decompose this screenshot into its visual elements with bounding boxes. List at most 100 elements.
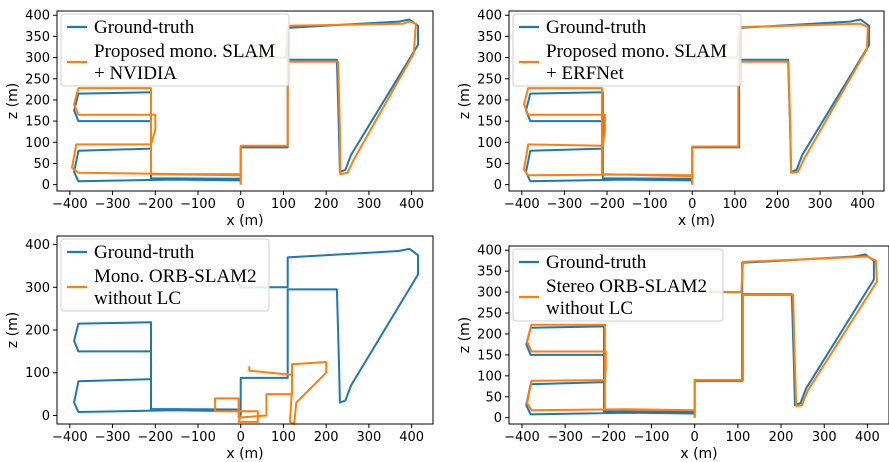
x-tick-label: 400 [399, 197, 424, 212]
legend-estimate-label: Mono. ORB-SLAM2 [94, 266, 257, 287]
x-tick-label: 400 [850, 197, 875, 212]
y-axis-label: z (m) [5, 312, 21, 348]
y-tick-label: 0 [42, 178, 50, 193]
y-tick-label: 150 [25, 115, 50, 130]
y-tick-label: 250 [477, 72, 502, 87]
y-tick-label: 400 [25, 238, 50, 253]
y-tick-label: 200 [25, 93, 50, 108]
y-tick-label: 300 [477, 51, 502, 66]
y-tick-label: 200 [477, 93, 502, 108]
y-tick-label: 0 [494, 411, 502, 426]
legend-box [512, 13, 742, 87]
x-tick-label: 100 [722, 197, 747, 212]
x-tick-label: 0 [237, 197, 245, 212]
y-tick-label: 100 [477, 136, 502, 151]
legend-ground-truth-label: Ground-truth [546, 17, 647, 38]
axes-frame [56, 10, 434, 192]
legend-box [512, 248, 724, 322]
y-axis-label: z (m) [457, 83, 473, 119]
x-tick-label: 200 [769, 430, 794, 445]
x-axis-label: x (m) [226, 446, 263, 462]
x-tick-label: 0 [688, 197, 696, 212]
x-axis-label: x (m) [678, 213, 715, 229]
estimate-line [214, 361, 328, 425]
x-tick-label: −200 [589, 197, 625, 212]
y-tick-label: 50 [485, 390, 502, 405]
x-axis-label: x (m) [226, 213, 263, 229]
legend-ground-truth-label: Ground-truth [546, 252, 647, 273]
ground-truth-line [73, 247, 419, 416]
x-tick-label: 200 [314, 197, 339, 212]
y-tick-label: 300 [477, 286, 502, 301]
y-tick-label: 300 [25, 281, 50, 296]
x-tick-label: −200 [137, 197, 173, 212]
x-tick-label: −300 [547, 197, 583, 212]
y-tick-label: 350 [25, 30, 50, 45]
x-tick-label: 400 [399, 430, 424, 445]
x-tick-label: −300 [95, 430, 131, 445]
y-axis-label: z (m) [5, 83, 21, 119]
legend-estimate-label-line2: without LC [546, 298, 633, 319]
chart-panel-top-left: −400 −300 −200 −100 0 100 200 300 400 0 50 100 150 20… [5, 9, 434, 229]
x-tick-label: −400 [504, 430, 540, 445]
chart-panel-bottom-left: −400 −300 −200 −100 0 100 200 300 400 0 100 200 300 4… [5, 235, 434, 462]
y-tick-label: 150 [477, 115, 502, 130]
y-tick-label: 0 [42, 409, 50, 424]
x-tick-label: 0 [237, 430, 245, 445]
x-tick-label: −100 [180, 430, 216, 445]
legend-estimate-label-line2: without LC [94, 288, 181, 309]
chart-panel-top-right: −400 −300 −200 −100 0 100 200 300 400 0 50 100 150 20… [457, 9, 885, 229]
y-tick-label: 100 [25, 366, 50, 381]
x-tick-label: 300 [812, 430, 837, 445]
x-tick-label: 0 [691, 430, 699, 445]
axes-frame [508, 245, 889, 425]
chart-panel-bottom-right: −400 −300 −200 −100 0 100 200 300 400 0 50 100 150 20… [457, 244, 889, 462]
y-tick-label: 100 [25, 136, 50, 151]
y-tick-label: 400 [477, 9, 502, 24]
y-tick-label: 250 [477, 307, 502, 322]
x-tick-label: 100 [271, 197, 296, 212]
y-tick-label: 300 [25, 51, 50, 66]
legend-ground-truth-label: Ground-truth [94, 17, 195, 38]
legend-estimate-label-line2: + ERFNet [546, 63, 624, 84]
y-tick-label: 350 [477, 30, 502, 45]
y-tick-label: 150 [477, 348, 502, 363]
x-tick-label: −100 [634, 430, 670, 445]
x-tick-label: 100 [725, 430, 750, 445]
x-tick-label: −400 [504, 197, 540, 212]
y-tick-label: 350 [477, 265, 502, 280]
y-tick-label: 50 [33, 157, 50, 172]
estimate-line [526, 255, 878, 418]
x-tick-label: 300 [356, 197, 381, 212]
y-tick-label: 400 [477, 244, 502, 259]
y-tick-label: 50 [485, 157, 502, 172]
estimate-line [71, 20, 417, 185]
x-tick-label: −200 [590, 430, 626, 445]
x-tick-label: 300 [808, 197, 833, 212]
x-tick-label: 400 [855, 430, 880, 445]
x-axis-label: x (m) [680, 446, 717, 462]
axes-frame [508, 10, 885, 192]
x-tick-label: −200 [137, 430, 173, 445]
legend-estimate-label: Stereo ORB-SLAM2 [546, 276, 707, 297]
x-tick-label: −100 [632, 197, 668, 212]
x-tick-label: −400 [52, 197, 88, 212]
y-tick-label: 200 [25, 324, 50, 339]
x-tick-label: 200 [314, 430, 339, 445]
y-tick-label: 250 [25, 72, 50, 87]
y-axis-label: z (m) [457, 317, 473, 353]
x-tick-label: −300 [95, 197, 131, 212]
x-tick-label: 200 [765, 197, 790, 212]
y-tick-label: 400 [25, 9, 50, 24]
estimate-line [522, 22, 869, 185]
y-tick-label: 0 [494, 178, 502, 193]
x-tick-label: 100 [271, 430, 296, 445]
x-tick-label: −400 [52, 430, 88, 445]
legend-ground-truth-label: Ground-truth [94, 242, 195, 263]
y-tick-label: 200 [477, 327, 502, 342]
legend-estimate-label-line2: + NVIDIA [94, 63, 177, 84]
legend-estimate-label: Proposed mono. SLAM [94, 41, 275, 62]
x-tick-label: 300 [356, 430, 381, 445]
legend-box [60, 238, 270, 312]
